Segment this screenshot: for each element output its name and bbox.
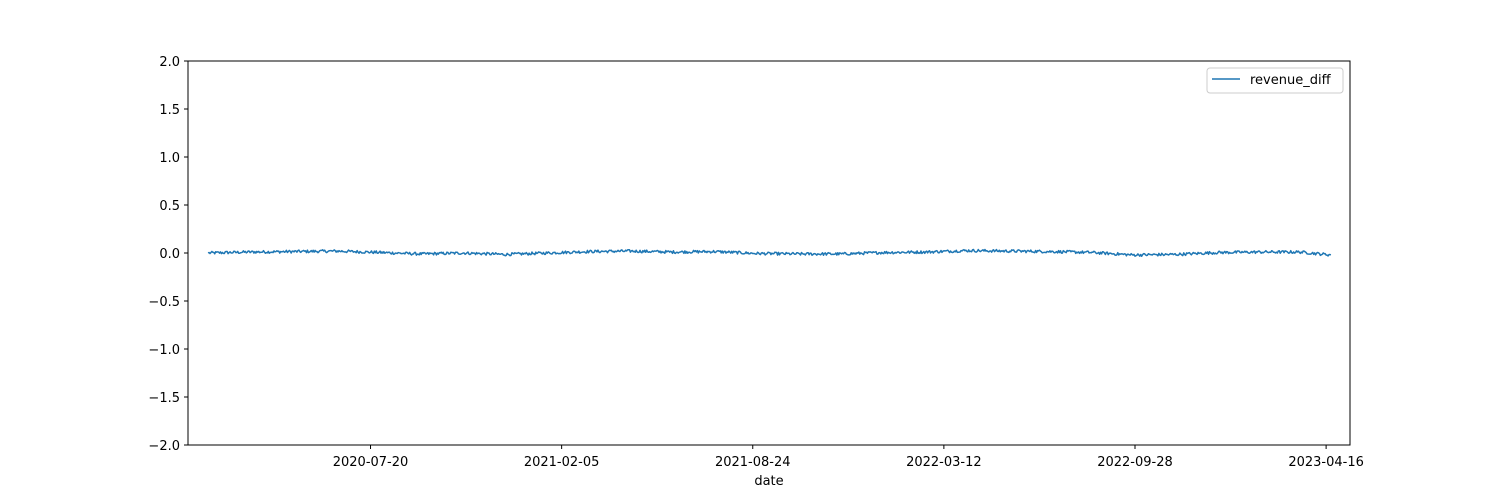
x-tick-label: 2021-08-24: [715, 455, 791, 470]
x-tick-label: 2021-02-05: [524, 455, 600, 470]
y-tick-label: −1.5: [148, 391, 180, 406]
x-axis: 2020-07-20 2021-02-05 2021-08-24 2022-03-12…: [333, 445, 1364, 470]
x-tick-label: 2022-03-12: [906, 455, 982, 470]
y-axis: −2.0 −1.5 −1.0 −0.5 0.0 0.5 1.0 1.5 2.0: [148, 55, 188, 454]
y-tick-label: −0.5: [148, 295, 180, 310]
y-tick-label: −1.0: [148, 343, 180, 358]
y-tick-label: 0.0: [159, 247, 180, 262]
x-tick-label: 2022-09-28: [1097, 455, 1173, 470]
series-layer: [207, 248, 1332, 257]
x-axis-label: date: [754, 474, 783, 489]
y-tick-label: 2.0: [159, 55, 180, 70]
legend: revenue_diff: [1206, 67, 1344, 94]
x-tick-label: 2020-07-20: [333, 455, 409, 470]
legend-label-revenue-diff: revenue_diff: [1250, 73, 1332, 88]
x-tick-label: 2023-04-16: [1288, 455, 1364, 470]
y-tick-label: 0.5: [159, 199, 180, 214]
y-tick-label: 1.5: [159, 103, 180, 118]
legend-box: [1206, 67, 1344, 94]
y-tick-label: −2.0: [148, 439, 180, 454]
y-tick-label: 1.0: [159, 151, 180, 166]
series-line-revenue-diff: [207, 248, 1332, 257]
